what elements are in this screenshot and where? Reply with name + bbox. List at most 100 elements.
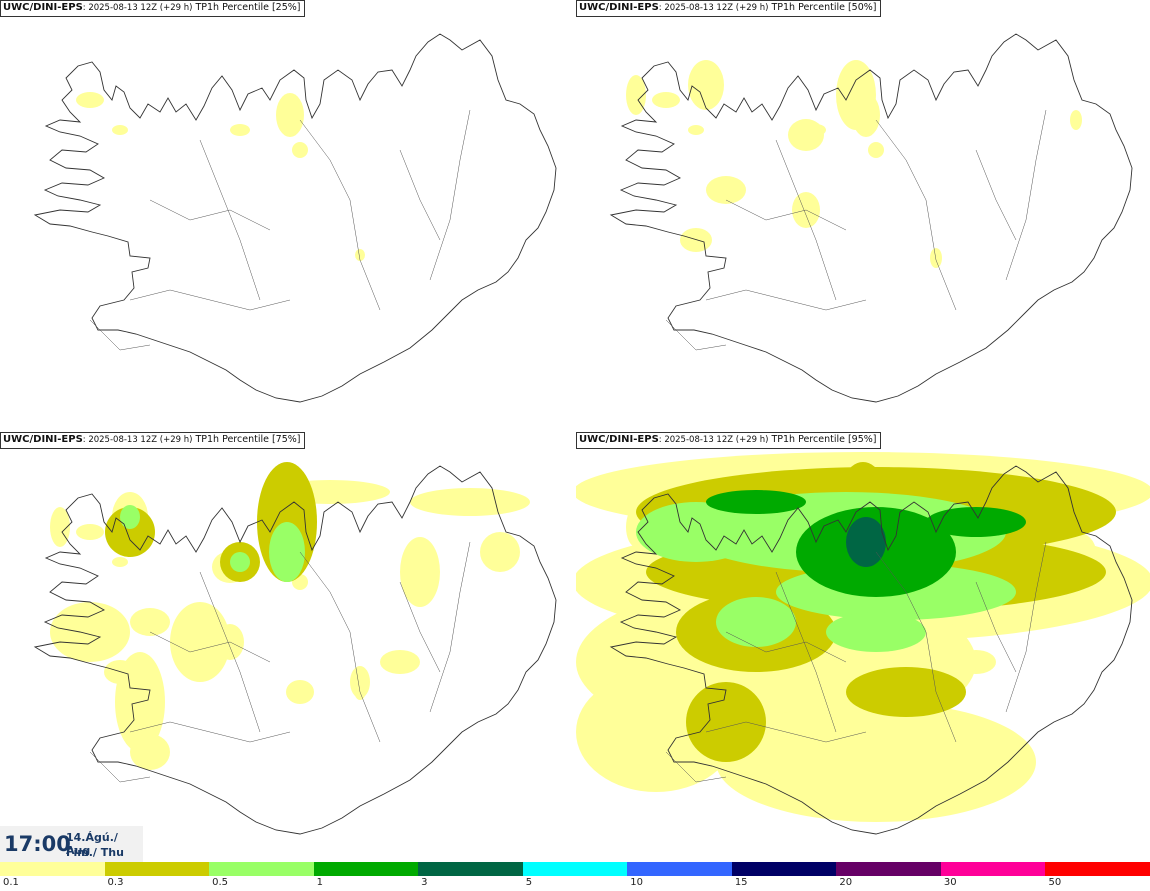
boundary-line [875,119,957,311]
valid-time: 17:00 [4,832,71,856]
precip-area [636,502,756,562]
boundary-line [725,631,847,663]
iceland-map [33,33,557,403]
precip-area [112,557,128,567]
scale-swatch [940,862,1046,876]
map-panel-p75: UWC/DINI-EPS: 2025-08-13 12Z (+29 h) TP1… [0,432,574,862]
boundary-line [89,751,151,783]
precip-area [930,248,942,268]
precip-area [1070,110,1082,130]
scale-swatch [1045,862,1150,876]
precip-area [130,608,170,636]
precip-area [400,537,440,607]
precip-area [926,507,1026,537]
panel-title: UWC/DINI-EPS: 2025-08-13 12Z (+29 h) TP1… [0,432,305,449]
boundary-line [199,139,261,301]
boundary-line [429,541,471,713]
scale-swatch [731,862,837,876]
precip-area [836,60,876,130]
boundary-line [725,199,847,231]
map-panel-p50: UWC/DINI-EPS: 2025-08-13 12Z (+29 h) TP1… [576,0,1150,430]
scale-tick-label: 3 [421,877,428,888]
scale-tick-labels: 0.1 0.3 0.5 1 3 5 10 15 20 30 50 [0,877,1150,891]
boundary-line [875,551,957,743]
precip-area [170,602,230,682]
precip-area [230,552,250,572]
precip-area [76,524,104,540]
precip-area [230,124,250,136]
boundary-line [149,199,271,231]
precip-area [688,125,704,135]
boundary-line [299,119,381,311]
scale-swatch [0,862,105,876]
boundary-line [129,289,291,311]
precip-area [686,682,766,762]
scale-tick-label: 20 [839,877,853,888]
scale-tick-label: 50 [1048,877,1062,888]
precip-field [76,92,365,261]
boundary-line [1005,109,1047,281]
boundary-line [665,751,727,783]
scale-tick-label: 10 [630,877,643,888]
boundary-line [705,721,867,743]
precip-area [50,602,130,662]
boundary-line [1005,541,1047,713]
coastline [609,33,1133,403]
coastline [33,465,557,835]
valid-time-box: 17:00 14.Ágú./ Aug Fim./ Thu [0,826,143,862]
precip-area [480,532,520,572]
boundary-line [775,139,837,301]
boundary-line [399,149,441,241]
scale-swatch [836,862,941,876]
precip-color-scale [0,862,1150,876]
boundary-line [129,721,291,743]
valid-weekday: Fim./ Thu [66,846,124,859]
precip-area [688,60,724,110]
scale-swatch [522,862,628,876]
precip-area [846,517,886,567]
precip-area [350,666,370,698]
panel-title: UWC/DINI-EPS: 2025-08-13 12Z (+29 h) TP1… [576,432,881,449]
scale-tick-label: 5 [525,877,533,888]
scale-swatch [104,862,210,876]
precip-area [716,597,796,647]
precip-area [112,125,128,135]
scale-tick-label: 0.5 [212,877,228,888]
precip-area [286,680,314,704]
precip-area [706,490,806,514]
iceland-map [33,462,557,835]
map-panel-p25: UWC/DINI-EPS: 2025-08-13 12Z (+29 h) TP1… [0,0,574,430]
precip-area [269,522,305,582]
boundary-line [199,571,261,733]
precip-area [716,702,1036,822]
precip-area [788,119,824,151]
boundary-line [299,551,381,743]
iceland-map [576,452,1150,835]
boundary-line [665,319,727,351]
precip-field [50,462,530,770]
precip-area [76,92,104,108]
boundary-line [429,109,471,281]
boundary-line [149,631,271,663]
precip-area [355,249,365,261]
scale-tick-label: 0.1 [3,877,19,888]
precip-area [292,142,308,158]
boundary-line [975,149,1017,241]
scale-swatch [209,862,314,876]
boundary-line [705,289,867,311]
precip-area [120,505,140,529]
coastline [609,465,1133,835]
precip-area [130,734,170,770]
scale-swatch [418,862,523,876]
precip-field [626,60,1082,268]
precip-area [276,93,304,137]
precip-area [868,142,884,158]
scale-tick-label: 30 [943,877,957,888]
precip-area [826,612,926,652]
panel-title: UWC/DINI-EPS: 2025-08-13 12Z (+29 h) TP1… [0,0,305,17]
boundary-line [399,581,441,673]
scale-tick-label: 1 [316,877,323,888]
valid-date: 14.Ágú./ Aug [66,831,118,857]
map-panel-p95: UWC/DINI-EPS: 2025-08-13 12Z (+29 h) TP1… [576,432,1150,862]
panel-title: UWC/DINI-EPS: 2025-08-13 12Z (+29 h) TP1… [576,0,881,17]
